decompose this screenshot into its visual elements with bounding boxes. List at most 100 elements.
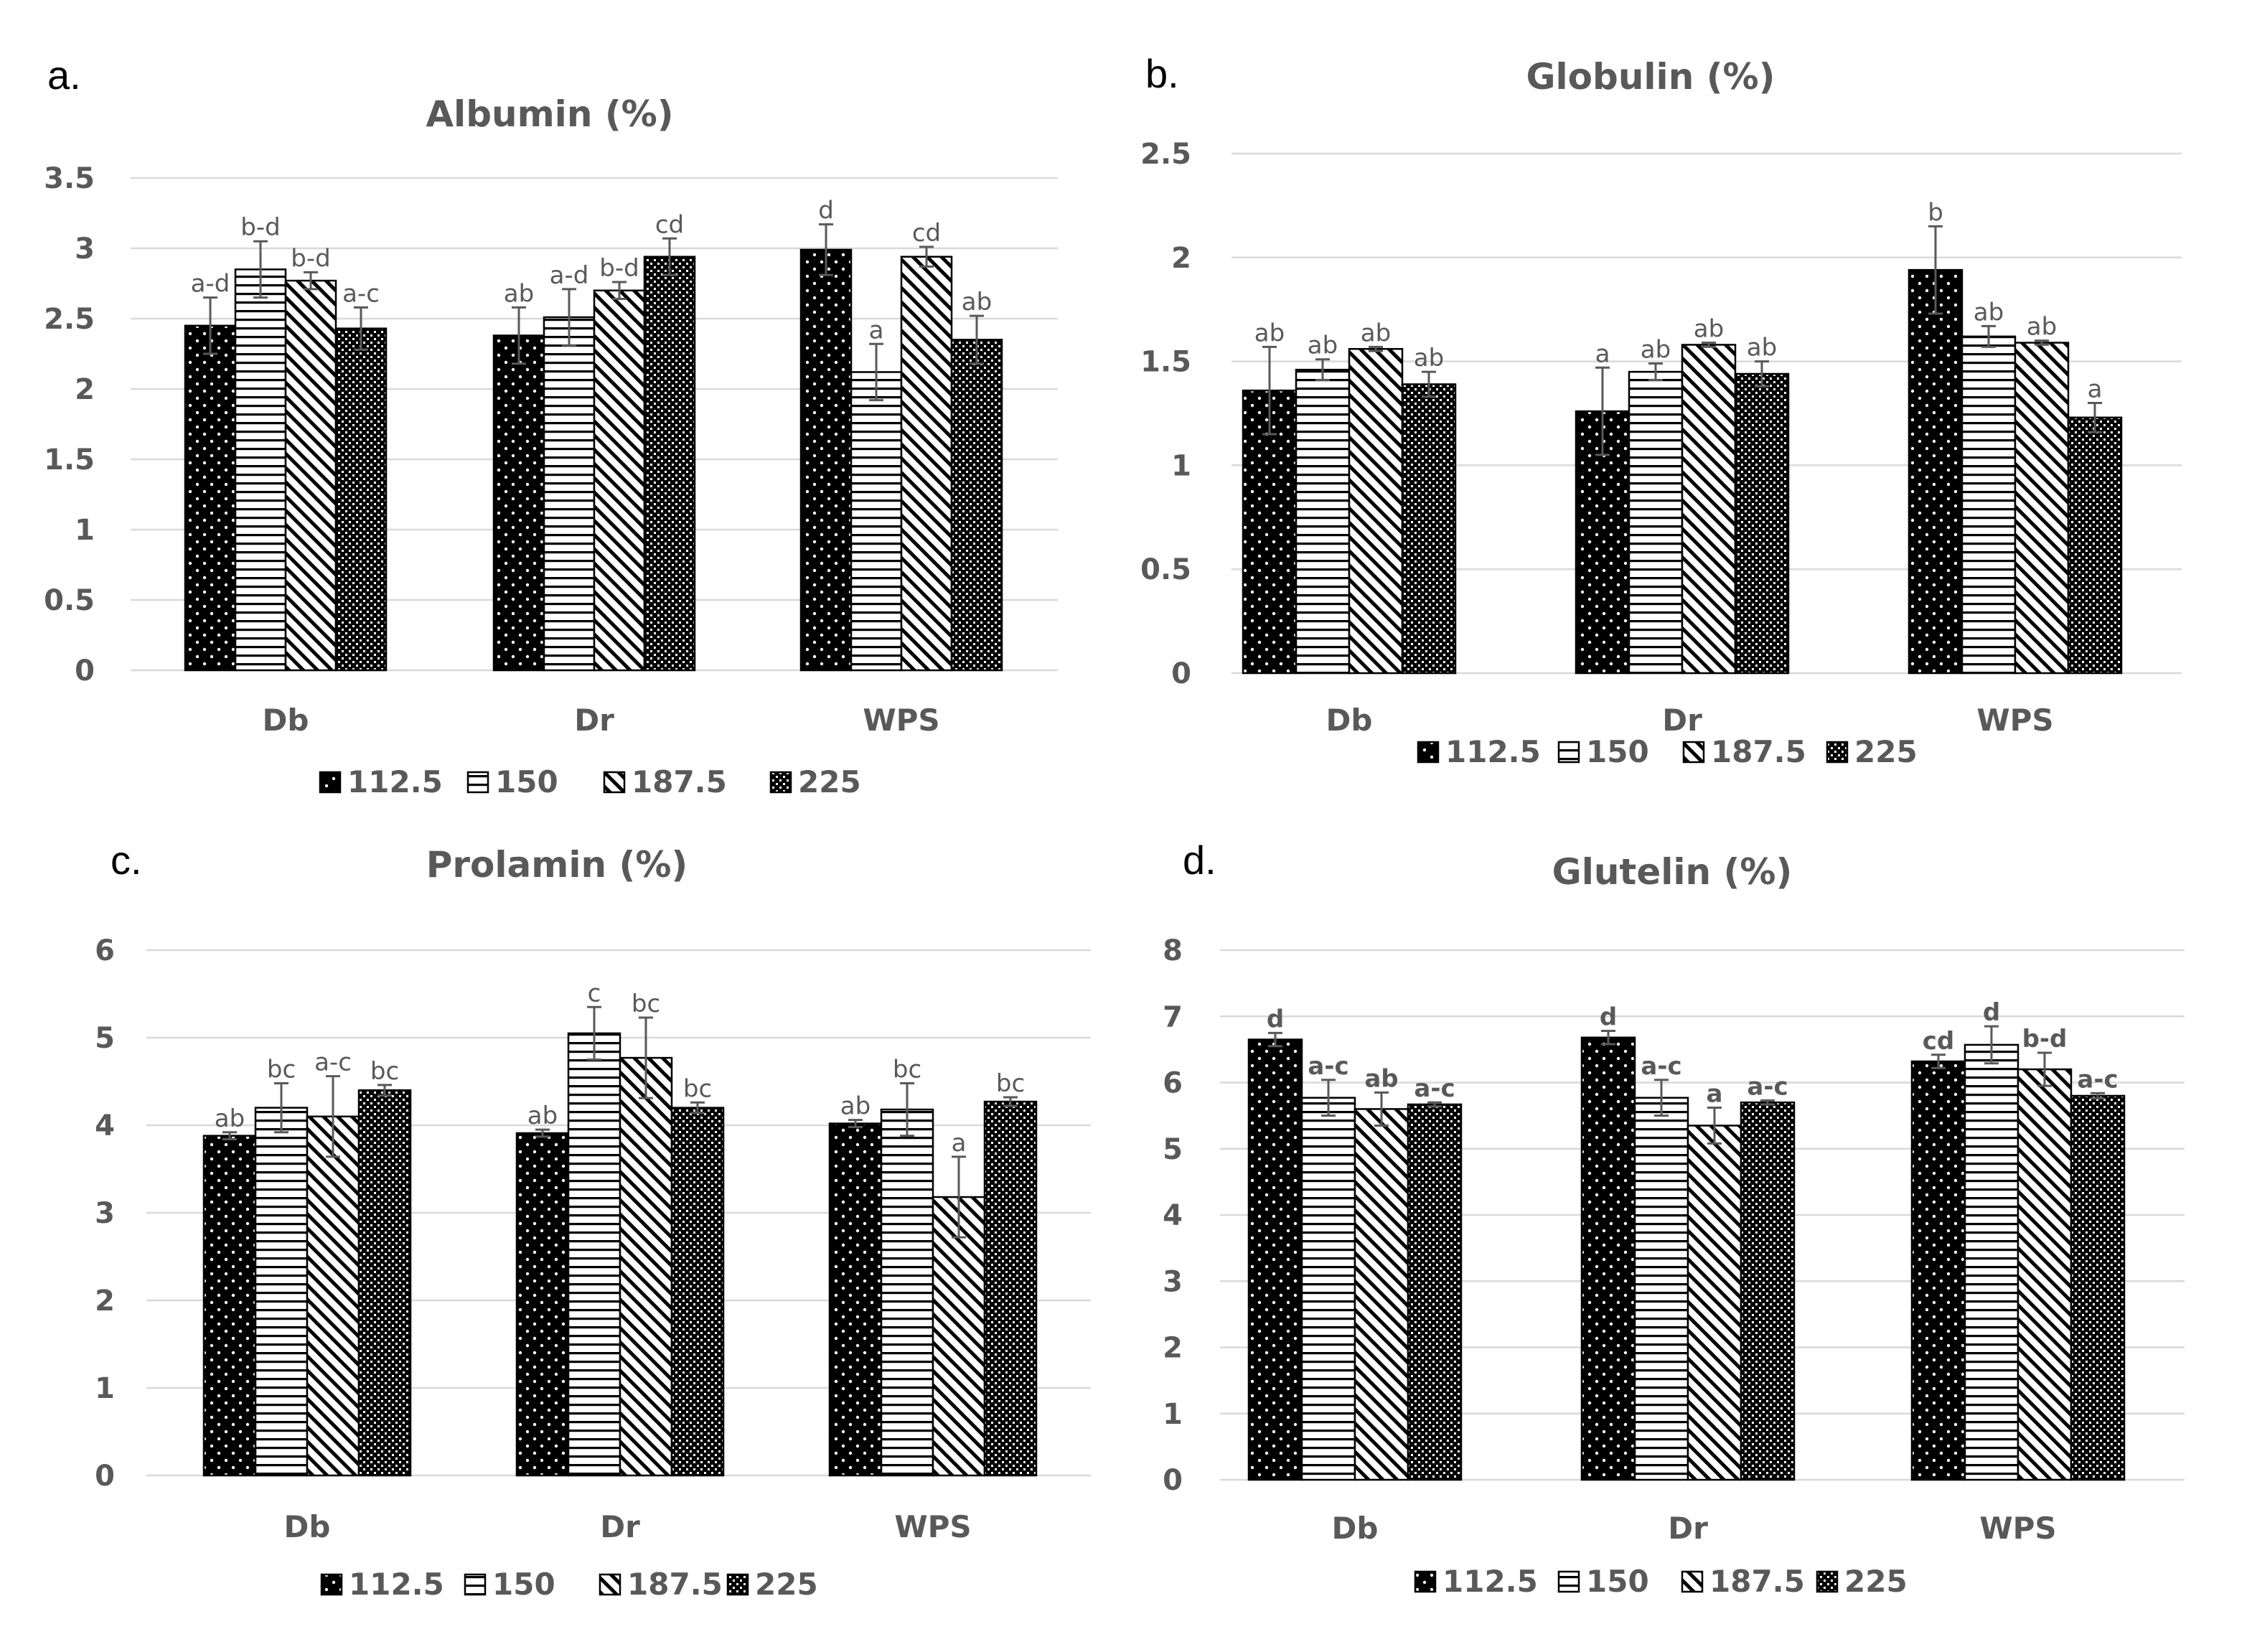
legend-label: 112.5 (1442, 1564, 1538, 1599)
legend-swatch (1557, 741, 1580, 764)
bar-db-187.5 (306, 1115, 360, 1477)
legend-label: 112.5 (349, 1567, 444, 1602)
y-tick-label: 2 (1171, 242, 1191, 275)
significance-label: ab (962, 288, 992, 316)
x-tick-label: WPS (894, 1509, 971, 1544)
y-tick-label: 1 (95, 1372, 115, 1405)
significance-label: ab (1414, 344, 1444, 372)
bar-dr-150 (543, 316, 596, 672)
legend-swatch (769, 771, 792, 794)
significance-label: a-c (314, 1048, 352, 1077)
legend-label: 225 (1844, 1564, 1908, 1599)
legend-swatch (464, 1573, 487, 1596)
y-tick-label: 4 (1163, 1199, 1183, 1232)
legend-label: 150 (492, 1567, 555, 1602)
bar-wps-187.5 (2017, 1068, 2073, 1481)
y-tick-label: 5 (95, 1022, 115, 1055)
bar-db-112.5 (184, 324, 237, 672)
bar-dr-187.5 (1686, 1125, 1742, 1481)
y-tick-label: 0.5 (44, 584, 95, 617)
significance-label: d (1267, 1005, 1284, 1033)
significance-label: a-c (1414, 1074, 1455, 1103)
significance-label: ab (1364, 1064, 1398, 1093)
bar-db-112.5 (1247, 1038, 1303, 1481)
panel-letter: b. (1145, 51, 1179, 96)
legend-label: 150 (495, 764, 558, 799)
bar-wps-112.5 (828, 1122, 883, 1477)
y-tick-label: 1.5 (44, 443, 95, 477)
significance-label: a (2088, 375, 2103, 404)
bar-db-150 (254, 1107, 309, 1477)
significance-label: a-d (550, 261, 589, 290)
y-tick-label: 2 (75, 373, 95, 406)
significance-label: a-c (1641, 1052, 1681, 1081)
x-tick-label: Dr (1668, 1511, 1708, 1546)
panel-letter: d. (1183, 837, 1216, 883)
y-tick-label: 6 (1163, 1067, 1183, 1100)
legend-swatch (726, 1573, 749, 1596)
bar-wps-187.5 (932, 1196, 986, 1477)
legend-swatch (1826, 741, 1849, 764)
legend-label: 112.5 (1445, 734, 1541, 769)
significance-label: a-c (1308, 1052, 1348, 1081)
legend-label: 150 (1586, 734, 1649, 769)
significance-label: a-d (191, 270, 230, 299)
significance-label: a (952, 1129, 967, 1158)
significance-label: bc (267, 1055, 296, 1084)
y-tick-label: 3 (75, 233, 95, 266)
bar-dr-150 (1633, 1097, 1689, 1481)
x-tick-label: Dr (574, 703, 614, 738)
significance-label: bc (370, 1057, 399, 1086)
y-tick-label: 8 (1163, 934, 1183, 967)
significance-label: d (1600, 1003, 1617, 1032)
bar-wps-150 (850, 371, 903, 672)
bar-dr-225 (643, 255, 696, 672)
significance-label: b-d (240, 213, 280, 242)
x-tick-label: WPS (863, 703, 939, 738)
legend-label: 150 (1586, 1564, 1649, 1599)
bar-db-150 (1295, 368, 1351, 675)
significance-label: a-c (342, 279, 380, 308)
significance-label: ab (2027, 313, 2057, 342)
legend-label: 225 (755, 1567, 818, 1602)
bar-wps-225 (2070, 1094, 2126, 1481)
legend-swatch (1816, 1570, 1839, 1593)
bar-db-187.5 (1353, 1108, 1409, 1481)
y-tick-label: 1 (1171, 449, 1191, 482)
significance-label: ab (1974, 298, 2004, 327)
y-tick-label: 0.5 (1140, 553, 1191, 586)
x-tick-label: Db (284, 1509, 331, 1544)
x-tick-label: WPS (1976, 703, 2053, 738)
significance-label: bc (683, 1074, 712, 1103)
chart-title: Globulin (%) (1526, 56, 1775, 98)
y-tick-label: 1 (75, 514, 95, 547)
significance-label: ab (1254, 319, 1285, 347)
y-tick-label: 7 (1163, 1000, 1183, 1033)
x-tick-label: Dr (1662, 703, 1702, 738)
bar-dr-112.5 (492, 334, 545, 672)
panel-albumin: a. Albumin (%) 0 0.5 1 1.5 2 2.5 3 3.5 a-d b-d b-d… (44, 52, 1058, 799)
legend-label: 187.5 (1711, 734, 1806, 769)
bar-dr-225 (1740, 1101, 1796, 1481)
significance-label: bc (893, 1055, 921, 1084)
bar-dr-225 (670, 1107, 725, 1477)
legend-label: 112.5 (347, 764, 443, 799)
legend-swatch (1414, 1570, 1437, 1593)
legend-swatch (1681, 1570, 1704, 1593)
bar-dr-187.5 (1681, 344, 1737, 675)
significance-label: ab (215, 1104, 245, 1133)
y-tick-label: 0 (75, 654, 95, 687)
legend-label: 187.5 (632, 764, 727, 799)
legend-label: 225 (798, 764, 861, 799)
bar-db-225 (1401, 383, 1457, 675)
legend-swatch (603, 771, 626, 794)
bar-wps-225 (2067, 416, 2123, 675)
significance-label: ab (1694, 315, 1724, 344)
legend-swatch (1682, 741, 1705, 764)
bar-dr-150 (1628, 370, 1684, 675)
bar-wps-187.5 (900, 255, 953, 672)
y-tick-label: 2.5 (1140, 138, 1191, 171)
